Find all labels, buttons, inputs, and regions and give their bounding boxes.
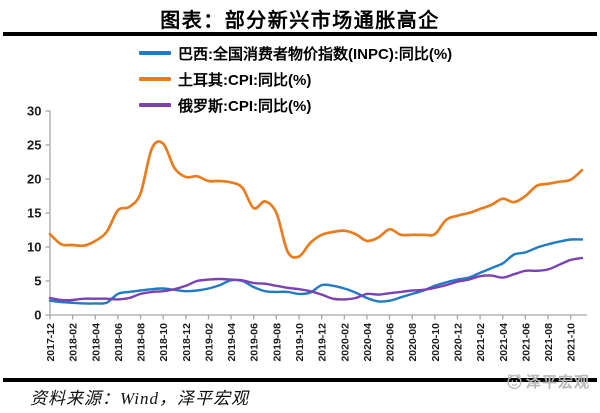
footer-divider	[3, 378, 597, 382]
legend-item-turkey: 土耳其:CPI:同比(%)	[139, 66, 452, 92]
mascot-face-icon	[507, 374, 522, 390]
svg-text:2020-08: 2020-08	[407, 323, 419, 362]
legend-item-russia: 俄罗斯:CPI:同比(%)	[139, 92, 452, 118]
source-note: 资料来源：Wind，泽平宏观	[30, 389, 249, 408]
legend-label-russia: 俄罗斯:CPI:同比(%)	[178, 97, 312, 115]
title-divider	[3, 32, 597, 36]
svg-text:2018-10: 2018-10	[158, 323, 170, 362]
legend-item-brazil: 巴西:全国消费者物价指数(INPC):同比(%)	[139, 40, 452, 66]
svg-text:15: 15	[27, 206, 41, 221]
svg-text:2021-06: 2021-06	[520, 323, 532, 362]
legend-label-turkey: 土耳其:CPI:同比(%)	[178, 71, 312, 89]
svg-text:2021-02: 2021-02	[475, 323, 487, 362]
brand-watermark-text: 泽平宏观	[525, 374, 590, 391]
svg-text:0: 0	[34, 308, 41, 323]
svg-text:5: 5	[34, 274, 41, 289]
svg-text:20: 20	[27, 172, 41, 187]
legend-label-brazil: 巴西:全国消费者物价指数(INPC):同比(%)	[178, 45, 453, 63]
svg-text:2018-06: 2018-06	[113, 323, 125, 362]
svg-text:2019-02: 2019-02	[203, 323, 215, 362]
svg-text:2021-10: 2021-10	[566, 323, 578, 362]
svg-text:2018-08: 2018-08	[136, 323, 148, 362]
brand-watermark: 泽平宏观	[506, 371, 590, 392]
svg-text:2020-12: 2020-12	[452, 323, 464, 362]
svg-text:30: 30	[27, 104, 41, 119]
svg-text:2020-04: 2020-04	[362, 323, 374, 362]
svg-text:2019-08: 2019-08	[271, 323, 283, 362]
svg-text:2021-08: 2021-08	[543, 323, 555, 362]
svg-text:2018-12: 2018-12	[181, 323, 193, 362]
legend-line-swatch-brazil	[139, 51, 171, 55]
chart-legend: 巴西:全国消费者物价指数(INPC):同比(%) 土耳其:CPI:同比(%) 俄…	[139, 40, 452, 118]
svg-text:2020-06: 2020-06	[385, 323, 397, 362]
svg-text:2020-10: 2020-10	[430, 323, 442, 362]
line-chart: 0 5 10 15 20 25 30 2017-12 2018-02 2018-04 2018-06…	[27, 104, 587, 362]
svg-text:2019-04: 2019-04	[226, 323, 238, 362]
svg-text:2020-02: 2020-02	[339, 323, 351, 362]
svg-text:2017-12: 2017-12	[45, 323, 57, 362]
svg-text:2019-06: 2019-06	[249, 323, 261, 362]
legend-line-swatch-russia	[139, 103, 171, 107]
svg-text:2019-10: 2019-10	[294, 323, 306, 362]
svg-text:2018-04: 2018-04	[90, 323, 102, 362]
legend-line-swatch-turkey	[139, 77, 171, 81]
page-title: 图表：部分新兴市场通胀高企	[160, 10, 440, 32]
svg-text:2019-12: 2019-12	[317, 323, 329, 362]
svg-text:25: 25	[27, 138, 41, 153]
svg-text:10: 10	[27, 240, 41, 255]
svg-text:2018-02: 2018-02	[68, 323, 80, 362]
svg-text:2021-04: 2021-04	[498, 323, 510, 362]
